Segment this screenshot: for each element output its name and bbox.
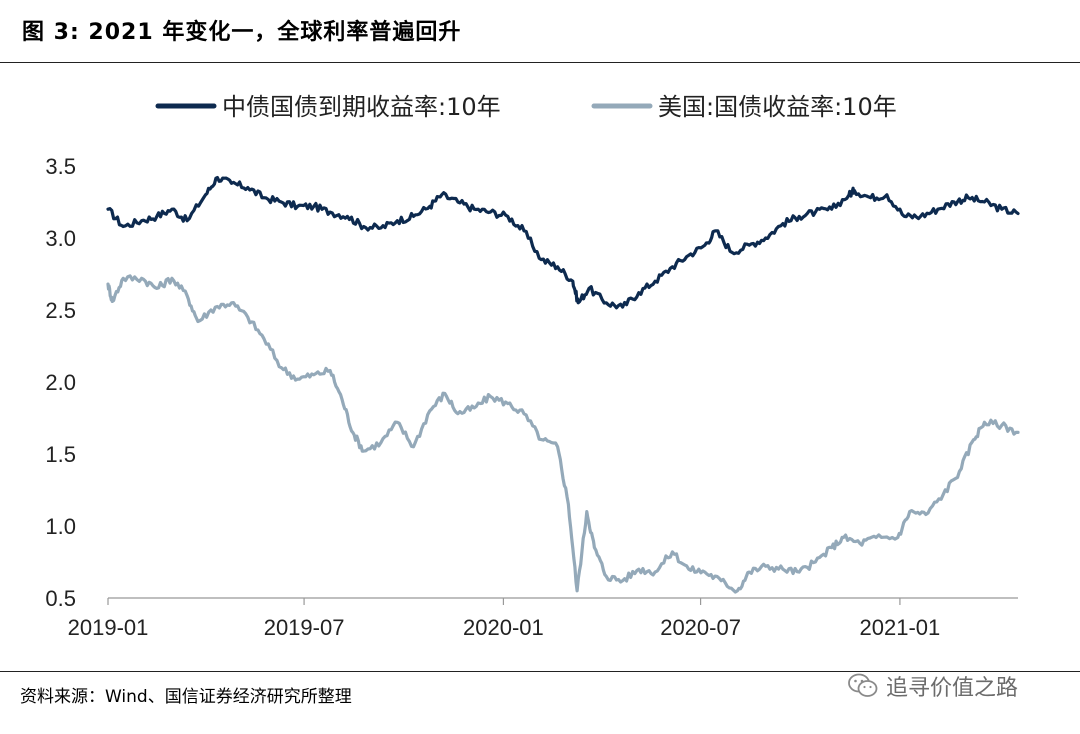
figure-title-bar: 图 3: 2021 年变化一，全球利率普遍回升: [0, 0, 1080, 63]
series-line: [106, 274, 1020, 594]
x-tick-label: 2021-01: [860, 615, 941, 640]
y-tick-label: 2.0: [45, 370, 76, 395]
source-divider: [0, 671, 1080, 672]
wechat-icon: [848, 673, 878, 697]
source-note: 资料来源：Wind、国信证券经济研究所整理: [20, 687, 352, 707]
x-tick-label: 2020-01: [463, 615, 544, 640]
legend-label: 美国:国债收益率:10年: [658, 93, 897, 121]
x-tick-label: 2020-07: [660, 615, 741, 640]
x-tick-label: 2019-07: [264, 615, 345, 640]
figure-title: 图 3: 2021 年变化一，全球利率普遍回升: [22, 20, 462, 45]
y-tick-label: 1.0: [45, 514, 76, 539]
x-tick-label: 2019-01: [68, 615, 149, 640]
y-tick-label: 0.5: [45, 586, 76, 611]
line-chart: 0.5 1.0 1.5 2.0 2.5 3.0 3.5 2019-01 2019-07 2020-…: [45, 93, 1020, 640]
series-line: [106, 175, 1020, 310]
y-tick-label: 3.5: [45, 154, 76, 179]
watermark: 追寻价值之路: [848, 670, 1018, 702]
watermark-text: 追寻价值之路: [886, 676, 1019, 701]
legend-label: 中债国债到期收益率:10年: [222, 93, 501, 121]
y-tick-label: 3.0: [45, 226, 76, 251]
y-tick-label: 1.5: [45, 442, 76, 467]
y-tick-label: 2.5: [45, 298, 76, 323]
